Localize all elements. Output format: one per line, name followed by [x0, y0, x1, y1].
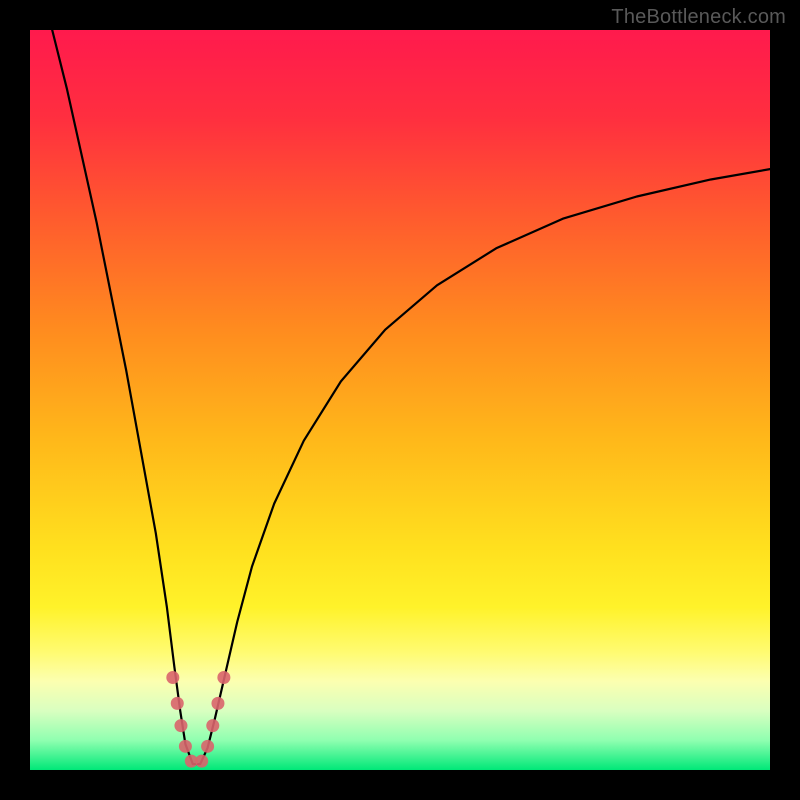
curve-marker	[211, 697, 224, 710]
curve-marker	[174, 719, 187, 732]
curve-marker	[166, 671, 179, 684]
plot-area	[30, 30, 770, 770]
watermark-text: TheBottleneck.com	[611, 6, 786, 29]
chart-frame: TheBottleneck.com	[0, 0, 800, 800]
curve-marker	[179, 740, 192, 753]
curve-marker	[171, 697, 184, 710]
curve-marker	[195, 755, 208, 768]
bottleneck-curve-svg	[30, 30, 770, 770]
curve-marker	[206, 719, 219, 732]
curve-marker	[201, 740, 214, 753]
curve-marker	[217, 671, 230, 684]
bottleneck-curve-path	[52, 30, 770, 764]
